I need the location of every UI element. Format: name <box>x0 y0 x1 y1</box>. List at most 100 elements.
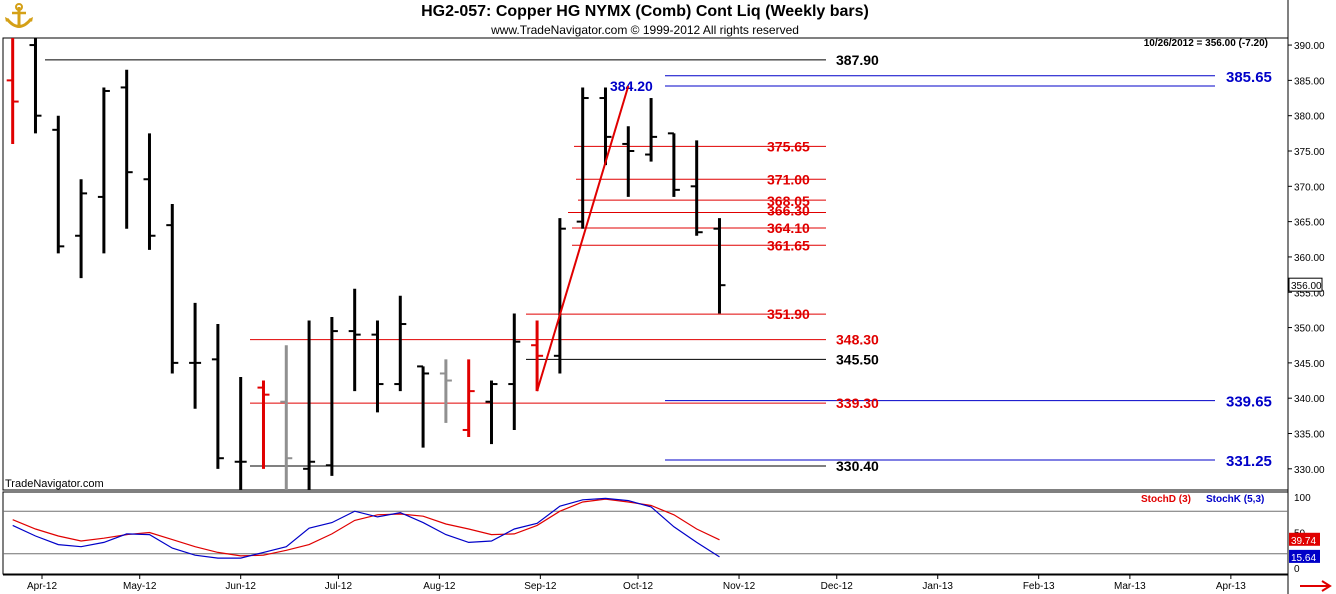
ohlc-bar <box>257 380 270 469</box>
ohlc-bar <box>394 295 407 392</box>
ohlc-bar <box>713 218 726 314</box>
watermark: TradeNavigator.com <box>5 478 104 490</box>
ohlc-bar <box>667 132 680 197</box>
ohlc-bar <box>439 359 452 423</box>
ohlc-bar <box>6 38 19 144</box>
stoch-last-value: 39.74 <box>1291 536 1316 547</box>
stoch-last-box <box>1289 549 1320 563</box>
month-label: Jul-12 <box>325 581 353 592</box>
ohlc-bar <box>576 87 589 229</box>
ohlc-bar <box>189 302 202 409</box>
price-axis: 330.00 335.00 340.00 345.00 350.00 355.00 360.… <box>1288 41 1325 476</box>
month-label: Jun-12 <box>225 581 256 592</box>
price-tick-label: 365.00 <box>1294 218 1325 229</box>
ohlc-bar <box>166 203 179 374</box>
price-tick-label: 340.00 <box>1294 394 1325 405</box>
trend-line <box>536 85 630 392</box>
ohlc-bar <box>120 69 133 229</box>
ohlc-bar <box>325 316 338 476</box>
ohlc-bar <box>97 87 110 254</box>
ohlc-bars <box>6 38 726 490</box>
ohlc-bar <box>553 218 566 374</box>
frame-and-grid <box>2 0 1289 594</box>
ohlc-bar <box>143 133 156 250</box>
stoch-line <box>12 497 720 559</box>
level-label: 375.65 <box>767 138 810 154</box>
month-label: Apr-12 <box>27 581 57 592</box>
month-label: Dec-12 <box>821 581 854 592</box>
price-tick-label: 350.00 <box>1294 324 1325 335</box>
month-label: Oct-12 <box>623 581 653 592</box>
trend-line-segment <box>536 85 630 392</box>
level-label: 351.90 <box>767 306 810 322</box>
ohlc-bar <box>280 345 293 490</box>
stoch-last-box <box>1289 532 1320 546</box>
level-label: 345.50 <box>836 351 879 367</box>
stoch-last-value: 15.64 <box>1291 553 1316 564</box>
ohlc-bar <box>371 320 384 413</box>
last-price-label: 356.00 <box>1291 281 1322 292</box>
level-label: 385.65 <box>1226 69 1272 86</box>
anchor-logo-icon <box>2 2 36 32</box>
level-label: 384.20 <box>610 78 653 94</box>
chart-title: HG2-057: Copper HG NYMX (Comb) Cont Liq … <box>421 3 869 20</box>
scroll-right-arrow-icon <box>1300 580 1332 592</box>
support-resistance-levels: 387.90 385.65 384.20 375.65 371.00 368.05366.… <box>45 52 1272 474</box>
month-label: Apr-13 <box>1216 581 1246 592</box>
ohlc-bar <box>303 320 316 490</box>
level-label: 361.65 <box>767 237 810 253</box>
price-tick-label: 375.00 <box>1294 147 1325 158</box>
stoch-legend-d: StochD (3) <box>1141 494 1191 505</box>
ohlc-bar <box>75 179 88 279</box>
level-label: 371.00 <box>767 171 810 187</box>
level-label: 348.30 <box>836 332 879 348</box>
ohlc-bar <box>348 288 361 392</box>
level-label: 368.05 <box>767 193 810 209</box>
price-tick-label: 385.00 <box>1294 76 1325 87</box>
price-tick-label: 360.00 <box>1294 253 1325 264</box>
month-label: Aug-12 <box>423 581 456 592</box>
ohlc-bar <box>462 359 475 438</box>
level-label: 339.30 <box>836 395 879 411</box>
level-label: 364.10 <box>767 220 810 236</box>
price-tick-label: 345.00 <box>1294 359 1325 370</box>
ohlc-bar <box>622 126 635 197</box>
ohlc-bar <box>645 98 658 162</box>
level-label: 331.25 <box>1226 453 1272 470</box>
ohlc-bar <box>29 38 42 134</box>
ohlc-bar <box>599 87 612 166</box>
stoch-legend-k: StochK (5,3) <box>1206 494 1264 505</box>
level-label: 387.90 <box>836 52 879 68</box>
ohlc-bar <box>508 313 521 430</box>
month-label: Mar-13 <box>1114 581 1146 592</box>
price-tick-label: 355.00 <box>1294 288 1325 299</box>
month-label: May-12 <box>123 581 157 592</box>
chart-subtitle: www.TradeNavigator.com © 1999-2012 All r… <box>491 23 799 37</box>
ohlc-bar <box>234 377 247 490</box>
price-tick-label: 370.00 <box>1294 182 1325 193</box>
level-label: 339.65 <box>1226 394 1272 411</box>
ohlc-bar <box>690 140 703 236</box>
level-label: 330.40 <box>836 458 879 474</box>
month-label: Jan-13 <box>922 581 953 592</box>
level-label: 366.30 <box>767 202 810 218</box>
stoch-tick-label: 0 <box>1294 564 1300 575</box>
month-label: Feb-13 <box>1023 581 1055 592</box>
ohlc-bar <box>531 320 544 392</box>
ohlc-bar <box>52 115 65 254</box>
ohlc-bar <box>211 324 224 469</box>
month-label: Sep-12 <box>524 581 557 592</box>
ohlc-bar <box>417 365 430 448</box>
last-quote-label: 10/26/2012 = 356.00 (-7.20) <box>1144 38 1268 49</box>
last-price-box <box>1288 277 1323 292</box>
stoch-tick-label: 100 <box>1294 493 1311 504</box>
month-label: Nov-12 <box>723 581 756 592</box>
time-axis: Apr-12 May-12 Jun-12 Jul-12 Aug-12 Sep-12 Oct-… <box>27 575 1332 592</box>
price-tick-label: 390.00 <box>1294 41 1325 52</box>
price-tick-label: 335.00 <box>1294 430 1325 441</box>
ohlc-bar <box>485 380 498 445</box>
price-tick-label: 380.00 <box>1294 112 1325 123</box>
price-tick-label: 330.00 <box>1294 465 1325 476</box>
